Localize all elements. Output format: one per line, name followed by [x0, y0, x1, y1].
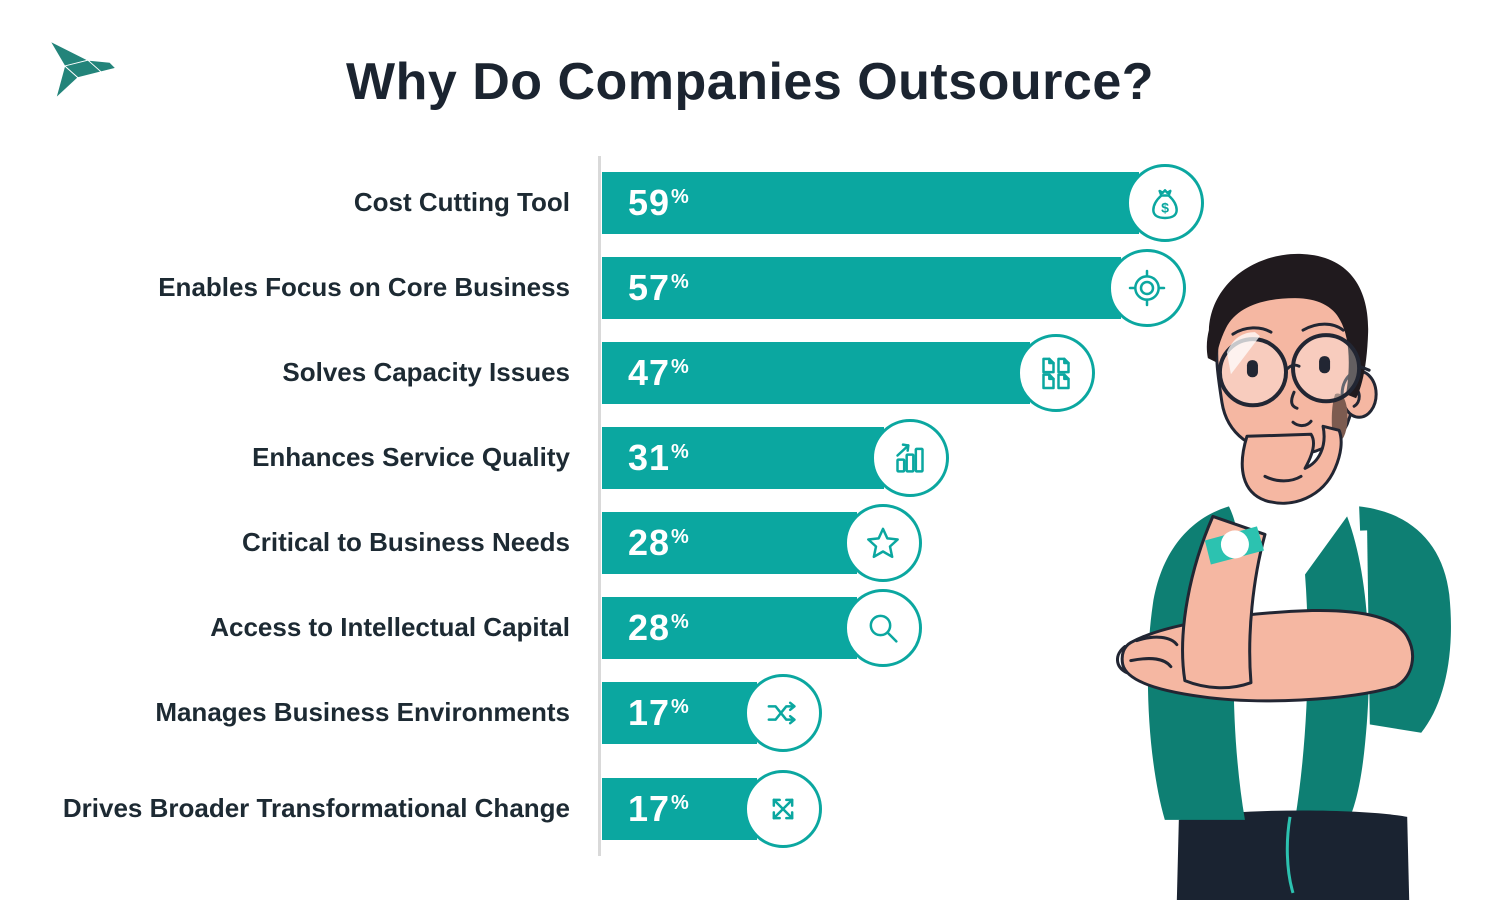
- bar-value: 31%: [628, 436, 690, 478]
- bar-row: Solves Capacity Issues 47%: [0, 330, 1250, 415]
- bar-track: 47%: [600, 333, 1250, 412]
- icon-badge: [1016, 333, 1095, 412]
- thinking-man-illustration: [1116, 253, 1451, 900]
- bar-row: Access to Intellectual Capital 28%: [0, 585, 1250, 670]
- bar-track: 17%: [600, 673, 1250, 752]
- bar-value-unit: %: [671, 355, 690, 378]
- axis-line: [598, 156, 601, 856]
- origami-bird-logo: [49, 40, 117, 99]
- documents-icon: [1041, 357, 1070, 389]
- bar-row: Manages Business Environments 17%: [0, 670, 1250, 755]
- bar-value: 17%: [628, 691, 690, 733]
- bar-row: Enables Focus on Core Business 57%: [0, 245, 1250, 330]
- bar-value-unit: %: [671, 695, 690, 718]
- bar-track: 59% $: [600, 163, 1250, 242]
- growth-chart-icon: [896, 442, 924, 473]
- icon-badge: [843, 503, 922, 582]
- bar-value-unit: %: [671, 270, 690, 293]
- bar-label: Enhances Service Quality: [252, 441, 570, 472]
- icon-badge: $: [1125, 163, 1204, 242]
- bar-value-unit: %: [671, 440, 690, 463]
- svg-text:$: $: [1161, 200, 1169, 216]
- bar-track: 31%: [600, 418, 1250, 497]
- bar-value: 47%: [628, 351, 690, 393]
- bar: 28%: [602, 511, 857, 574]
- icon-badge: [843, 588, 922, 667]
- bar-value: 28%: [628, 606, 690, 648]
- bar-track: 28%: [600, 503, 1250, 582]
- bar-chart: Cost Cutting Tool 59% $ Enables Focus on Co…: [0, 152, 1250, 863]
- magnifier-icon: [869, 614, 898, 643]
- bar: 17%: [602, 778, 757, 840]
- icon-badge: [871, 418, 950, 497]
- bar-value: 28%: [628, 521, 690, 563]
- bar: 59%: [602, 171, 1139, 234]
- icon-badge: [743, 770, 822, 848]
- bar: 28%: [602, 596, 857, 659]
- man-pants: [1176, 810, 1410, 900]
- bar: 47%: [602, 341, 1030, 404]
- watch-face: [1220, 530, 1249, 559]
- bar-value: 17%: [628, 788, 690, 829]
- icon-badge: [743, 673, 822, 752]
- bar-row: Cost Cutting Tool 59% $: [0, 160, 1250, 245]
- target-icon: [1128, 269, 1165, 306]
- bar-label: Solves Capacity Issues: [282, 356, 570, 387]
- left-eye: [1246, 360, 1258, 378]
- bar-value-unit: %: [671, 792, 690, 814]
- bar: 17%: [602, 681, 757, 744]
- expand-arrows-icon: [772, 798, 794, 820]
- shuffle-icon: [767, 701, 796, 724]
- bar-track: 17%: [600, 770, 1250, 848]
- bar-label: Critical to Business Needs: [242, 526, 570, 557]
- bar-label: Enables Focus on Core Business: [158, 271, 570, 302]
- bar-track: 57%: [600, 248, 1250, 327]
- right-eye: [1319, 356, 1331, 374]
- bar-row: Critical to Business Needs 28%: [0, 500, 1250, 585]
- bar-label: Access to Intellectual Capital: [210, 611, 570, 642]
- bar-label: Drives Broader Transformational Change: [62, 793, 570, 824]
- bar: 31%: [602, 426, 885, 489]
- bar-track: 28%: [600, 588, 1250, 667]
- bar-value-unit: %: [671, 610, 690, 633]
- pants-drawstring: [1285, 816, 1295, 894]
- icon-badge: [1107, 248, 1186, 327]
- bar-value-unit: %: [671, 525, 690, 548]
- bar-value-unit: %: [671, 185, 690, 208]
- chart-rows: Cost Cutting Tool 59% $ Enables Focus on Co…: [0, 160, 1250, 863]
- bar-label: Manages Business Environments: [155, 696, 570, 727]
- man-hair: [1206, 253, 1369, 399]
- bar-row: Enhances Service Quality 31%: [0, 415, 1250, 500]
- bar-label: Cost Cutting Tool: [353, 186, 570, 217]
- man-chin-hand: [1240, 424, 1343, 505]
- money-bag-icon: $: [1151, 188, 1178, 219]
- bar-value: 57%: [628, 266, 690, 308]
- bar-row: Drives Broader Transformational Change 17…: [0, 755, 1250, 863]
- page-title: Why Do Companies Outsource?: [345, 53, 1155, 111]
- bar: 57%: [602, 256, 1121, 319]
- bar-value: 59%: [628, 181, 690, 223]
- star-icon: [866, 527, 899, 558]
- man-raised-forearm: [1181, 514, 1267, 690]
